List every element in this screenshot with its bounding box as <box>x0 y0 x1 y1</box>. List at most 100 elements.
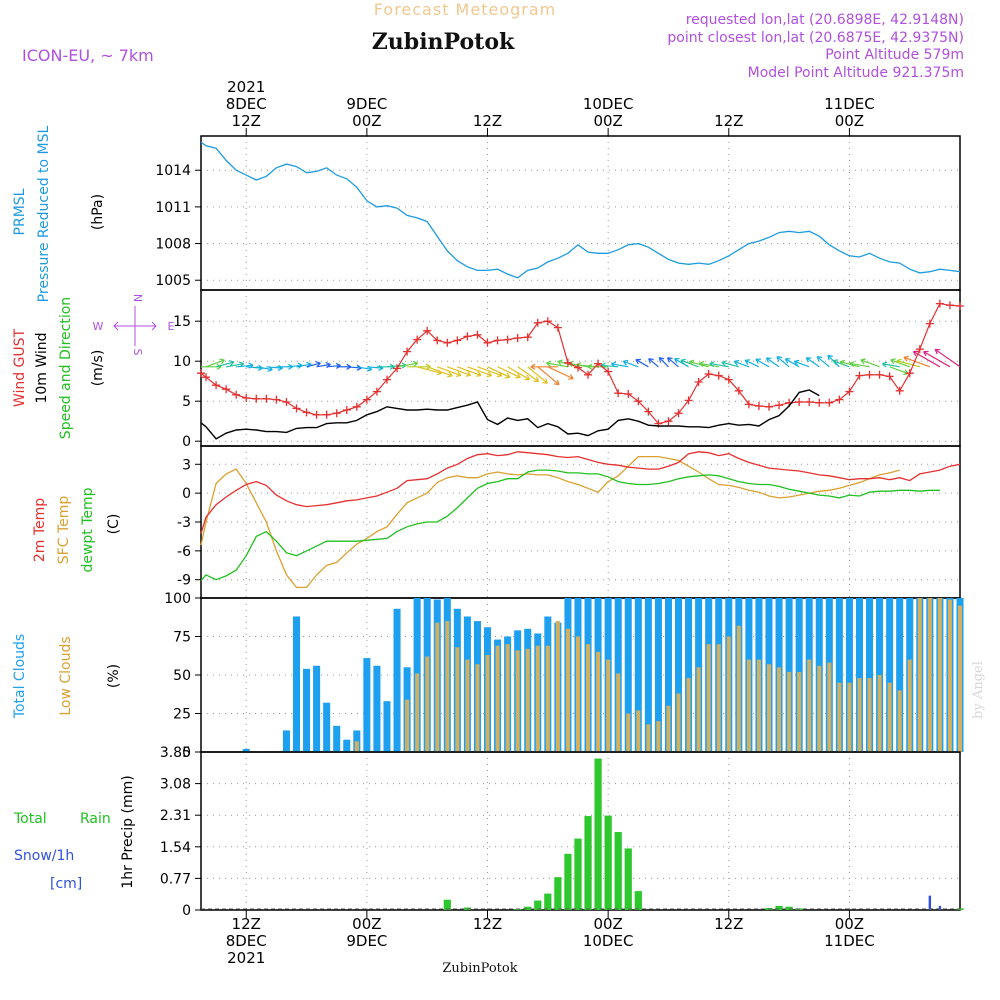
rain-label: Rain <box>80 811 111 827</box>
wind-arrow <box>816 356 830 368</box>
rain-bar <box>534 900 542 910</box>
panel-frame <box>200 445 961 599</box>
low-cloud-bar <box>636 710 641 752</box>
wind-gust-point <box>624 390 633 398</box>
wind-gust-point <box>282 398 291 406</box>
low-cloud-bar <box>525 648 530 752</box>
wind-arrow-head <box>412 360 418 367</box>
bottom-axis-label: 12Z <box>232 915 261 933</box>
low-cloud-bar <box>726 636 731 752</box>
wind-gust-point <box>825 398 834 407</box>
wind-arrow <box>776 356 790 368</box>
low-cloud-bar <box>736 625 741 752</box>
rain-bar <box>554 877 562 910</box>
total-cloud-bar <box>634 598 642 752</box>
wind-gust-point <box>302 408 311 417</box>
wind-arrow <box>849 362 870 368</box>
wind-arrow <box>699 362 719 368</box>
wind-gust-point <box>212 381 221 390</box>
wind-arrow-head <box>587 363 593 370</box>
wind-gust-point <box>734 386 743 395</box>
wind-arrow-head <box>635 358 641 365</box>
wind-arrow <box>709 362 729 368</box>
total-cloud-bar <box>292 616 301 752</box>
low-cloud-bar <box>937 598 942 752</box>
wind-gust-point <box>453 336 462 345</box>
wind-arrow-head <box>611 361 617 368</box>
total-cloud-bar <box>664 598 672 752</box>
total-cloud-bar <box>333 725 341 752</box>
wind-arrow <box>806 357 820 368</box>
total-cloud-bar <box>343 739 351 752</box>
wind-gust-point <box>775 401 784 410</box>
wind-arrow <box>497 366 521 378</box>
low-cloud-bar <box>787 671 792 752</box>
wind-arrow <box>517 366 539 382</box>
wind-arrow <box>467 366 492 377</box>
wind-arrow-head <box>524 374 531 381</box>
top-axis-label: 00Z <box>835 112 864 130</box>
station-title: ZubinPotok <box>372 29 515 55</box>
wind-arrow <box>674 358 689 368</box>
y-tick-label: -6 <box>177 544 191 560</box>
low-cloud-bar <box>897 690 902 752</box>
wind-arrow <box>306 362 321 368</box>
compass-north: N <box>131 294 144 302</box>
wind-arrow <box>546 362 569 368</box>
bottom-axis-label: 00Z <box>593 915 622 933</box>
wind-gust-point <box>845 387 854 396</box>
wind-gust-point <box>573 363 582 372</box>
pressure-panel: 1014 1011 1008 1005 <box>155 135 961 291</box>
wind-arrow <box>547 366 574 380</box>
wind-arrow <box>903 356 931 368</box>
low-cloud-bar <box>847 682 852 752</box>
total-cloud-bar <box>685 598 693 752</box>
wind-arrow-head <box>923 350 929 357</box>
point-altitude: Point Altitude 579m <box>825 47 964 63</box>
wind-gust-point <box>312 410 321 419</box>
top-axis-label: 00Z <box>593 112 622 130</box>
wind-arrow <box>426 366 453 377</box>
wind-gust-point <box>604 367 613 376</box>
wind-arrow-head <box>648 358 654 364</box>
wind-gust-point <box>905 369 914 378</box>
wind-panel: 15 10 5 0 <box>173 289 964 450</box>
wind-gust-point <box>533 318 542 327</box>
y-tick-label: 1011 <box>155 200 191 216</box>
low-cloud-bar <box>515 650 520 752</box>
wind-gust-point <box>925 319 934 328</box>
low-cloud-bar <box>575 636 580 752</box>
wind-arrow <box>882 363 900 368</box>
y-tick-label: 0 <box>182 745 191 761</box>
wind-arrow <box>794 360 810 368</box>
wind-gust-point <box>197 369 205 378</box>
wind-gust-point <box>594 359 603 368</box>
prmsl-label: PRMSL <box>12 188 28 235</box>
wind-arrow-head <box>755 358 761 364</box>
rain-bar <box>574 838 582 910</box>
low-cloud-bar <box>917 598 922 752</box>
wind-gust-point <box>232 390 241 399</box>
wind-gust-point <box>493 336 502 345</box>
wind-arrow <box>457 366 482 376</box>
wind-arrow <box>356 366 372 371</box>
y-tick-label: 0 <box>182 903 191 919</box>
sfc-temp-label: SFC Temp <box>56 496 72 565</box>
wind-gust-point <box>956 302 964 310</box>
total-cloud-bar <box>373 665 381 752</box>
wind-gust-point <box>855 371 864 380</box>
wind-arrow-head <box>744 359 751 365</box>
dewpt-temp-label: dewpt Temp <box>80 487 96 572</box>
wind-arrow <box>205 359 225 368</box>
low-cloud-bar <box>596 651 601 752</box>
requested-lonlat: requested lon,lat (20.6898E, 42.9148N) <box>686 12 964 28</box>
wind-arrow <box>744 359 760 368</box>
wind-gust-point <box>272 395 281 404</box>
wind-arrow-head <box>455 371 462 377</box>
y-tick-label: 50 <box>173 668 191 684</box>
wind-arrow-head <box>698 361 705 368</box>
wind-arrow-head <box>890 358 896 365</box>
speed-direction-label: Speed and Direction <box>58 297 74 439</box>
celsius-unit-label: (C) <box>106 514 122 535</box>
wind-arrow <box>896 360 920 368</box>
